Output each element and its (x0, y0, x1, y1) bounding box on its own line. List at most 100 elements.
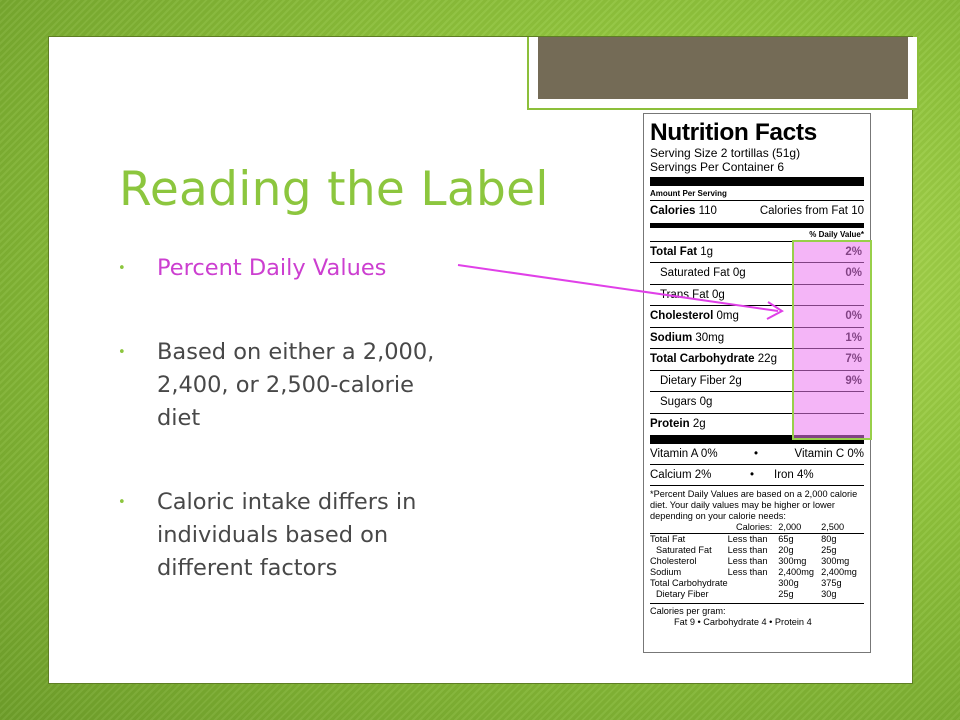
table-cell: 300g (778, 577, 799, 588)
divider (650, 602, 864, 604)
nutrient-amount: 0g (699, 396, 713, 409)
vitamin-a: Vitamin A 0% (650, 447, 718, 460)
vitamin-c: Vitamin C 0% (794, 447, 864, 460)
table-cell: 25g (778, 588, 794, 599)
calories-per-gram-values: Fat 9 • Carbohydrate 4 • Protein 4 (674, 616, 812, 627)
calories-row: Calories 110 Calories from Fat 10 (650, 200, 864, 222)
nutrient-amount: 0mg (716, 310, 739, 323)
nutrient-amount: 0g (711, 288, 725, 301)
servings-per-container: Servings Per Container 6 (650, 160, 785, 174)
slide-title: Reading the Label (119, 162, 549, 217)
table-row: Sodium Less than 2,400mg 2,400mg (650, 567, 864, 578)
table-cell: Dietary Fiber (656, 588, 709, 599)
nutrient-amount: 30mg (695, 331, 725, 344)
nutrient-amount: 2g (729, 374, 742, 387)
nutrient-label: Dietary Fiber (660, 374, 726, 387)
label-title: Nutrition Facts (650, 119, 817, 146)
bullet-icon: • (118, 345, 126, 360)
nutrient-name: Sodium 30mg (650, 332, 724, 344)
table-cell: 2,500 (821, 521, 845, 532)
nutrient-name: Protein 2g (650, 418, 706, 430)
table-cell: 30g (821, 588, 837, 599)
table-row: Dietary Fiber 25g 30g (650, 589, 864, 600)
table-cell: 20g (778, 544, 794, 555)
table-cell: 25g (821, 544, 837, 555)
bullet-text: Caloric intake differs in individuals ba… (157, 489, 417, 581)
vitamin-row: Vitamin A 0% • Vitamin C 0% (650, 444, 864, 464)
decorative-tab (527, 37, 919, 110)
decorative-tab-fill (538, 37, 908, 99)
nutrient-row: Cholesterol 0mg0% (650, 305, 864, 327)
table-cell: Less than (727, 533, 768, 544)
nutrient-name: Saturated Fat 0g (650, 267, 746, 279)
nutrient-rows: Total Fat 1g2%Saturated Fat 0g0%Trans Fa… (650, 240, 864, 435)
calories-label: Calories (650, 205, 696, 218)
nutrient-label: Protein (650, 418, 690, 430)
nutrient-label: Sodium (650, 331, 693, 344)
nutrient-label: Cholesterol (650, 310, 714, 323)
nutrient-amount: 2g (692, 418, 706, 430)
nutrient-amount: 0g (732, 267, 746, 280)
daily-values-table: Calories: 2,000 2,500 Total Fat Less than… (650, 522, 864, 600)
nutrition-facts-label: Nutrition Facts Serving Size 2 tortillas… (643, 113, 871, 653)
footnote: *Percent Daily Values are based on a 2,0… (650, 488, 858, 521)
bullet-item-calorie-diet: • Based on either a 2,000, 2,400, or 2,5… (118, 336, 457, 435)
table-cell: 80g (821, 533, 837, 544)
mineral-row: Calcium 2% • Iron 4% (650, 463, 864, 485)
table-cell: Calories: (736, 521, 773, 532)
table-cell: Cholesterol (650, 555, 697, 566)
nutrient-name: Dietary Fiber 2g (650, 375, 742, 387)
calories-value: 110 (698, 205, 717, 218)
table-cell: 2,000 (778, 521, 802, 532)
table-cell: Sodium (650, 566, 682, 577)
medium-divider (650, 222, 864, 228)
bullet-text: Based on either a 2,000, 2,400, or 2,500… (157, 339, 435, 431)
dot-separator: • (754, 447, 759, 460)
table-row: Total Carbohydrate 300g 375g (650, 578, 864, 589)
table-cell: 375g (821, 577, 842, 588)
thick-divider (650, 177, 864, 186)
table-cell: 300mg (821, 555, 850, 566)
nutrient-name: Total Fat 1g (650, 246, 713, 258)
nutrient-label: Saturated Fat (660, 267, 730, 280)
table-cell: Less than (727, 555, 768, 566)
nutrient-row: Protein 2g (650, 412, 864, 435)
table-cell: Less than (727, 566, 768, 577)
nutrient-label: Sugars (660, 396, 697, 409)
calories-from-fat: Calories from Fat 10 (759, 205, 864, 218)
calcium: Calcium 2% (650, 468, 712, 481)
bullet-item-daily-values: • Percent Daily Values (118, 252, 386, 285)
table-row: Cholesterol Less than 300mg 300mg (650, 556, 864, 567)
nutrient-name: Total Carbohydrate 22g (650, 353, 777, 365)
dot-separator: • (749, 468, 755, 481)
table-cell: Total Carbohydrate (650, 577, 728, 588)
bullet-item-caloric-intake: • Caloric intake differs in individuals … (118, 486, 457, 585)
nutrient-amount: 22g (757, 353, 777, 366)
nutrient-row: Trans Fat 0g (650, 283, 864, 306)
nutrient-name: Sugars 0g (650, 396, 712, 408)
daily-value-header: % Daily Value* (809, 229, 864, 239)
iron: Iron 4% (774, 468, 814, 481)
bullet-icon: • (118, 261, 126, 276)
table-cell: Saturated Fat (656, 544, 712, 555)
arrow-line (457, 264, 779, 312)
bullet-text: Percent Daily Values (157, 255, 387, 281)
bullet-icon: • (118, 495, 126, 510)
nutrient-label: Trans Fat (660, 288, 709, 301)
amount-per-serving: Amount Per Serving (650, 189, 727, 198)
table-cell: 65g (778, 533, 794, 544)
serving-size: Serving Size 2 tortillas (51g) (650, 146, 801, 160)
thick-divider (650, 434, 864, 444)
nutrient-name: Cholesterol 0mg (650, 310, 739, 322)
arrow-head-icon (766, 301, 784, 320)
nutrient-label: Total Carbohydrate (650, 353, 755, 366)
calories-per-gram: Calories per gram: (650, 605, 726, 616)
table-cell: Total Fat (650, 533, 686, 544)
divider (650, 484, 864, 486)
table-cell: 2,400mg (778, 566, 815, 577)
daily-value-highlight (792, 240, 872, 440)
table-row: Saturated Fat Less than 20g 25g (650, 545, 864, 556)
table-row: Total Fat Less than 65g 80g (650, 533, 864, 545)
table-header-row: Calories: 2,000 2,500 (650, 521, 864, 533)
